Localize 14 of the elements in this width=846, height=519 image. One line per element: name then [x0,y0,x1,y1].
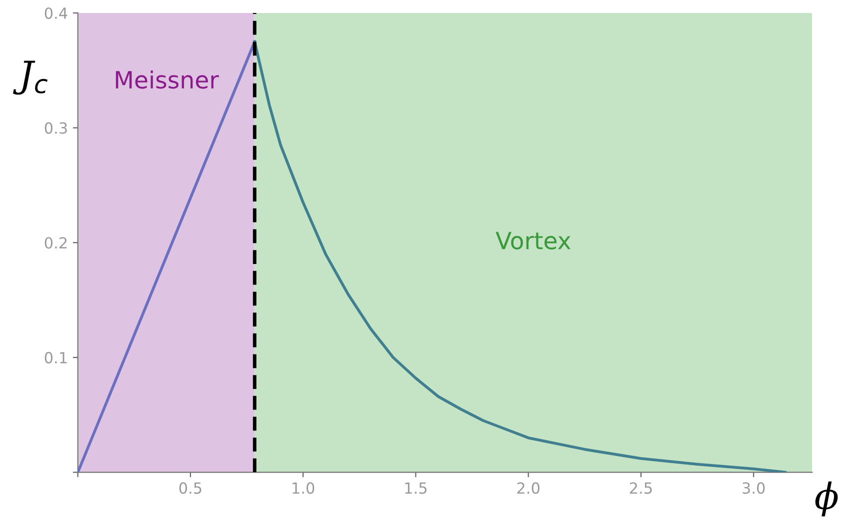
y-tick-label: 0.4 [44,7,68,19]
x-tick-label: 1.5 [405,482,427,494]
band-label: Vortex [496,232,571,250]
x-tick-label: 3.0 [742,482,765,494]
y-tick-label: 0.2 [44,237,67,249]
x-tick-label: 0.5 [179,482,202,494]
y-axis-title: J$_{c}$ [13,60,48,95]
band-label: Meissner [116,70,219,89]
x-axis-title: ϕ [815,481,838,516]
y-tick-label: 0.3 [44,122,67,134]
y-tick-label: 0.1 [44,352,67,364]
x-tick-label: 1.0 [292,482,314,494]
x-tick-label: 2.5 [630,482,652,494]
x-tick-label: 2.0 [517,482,540,494]
